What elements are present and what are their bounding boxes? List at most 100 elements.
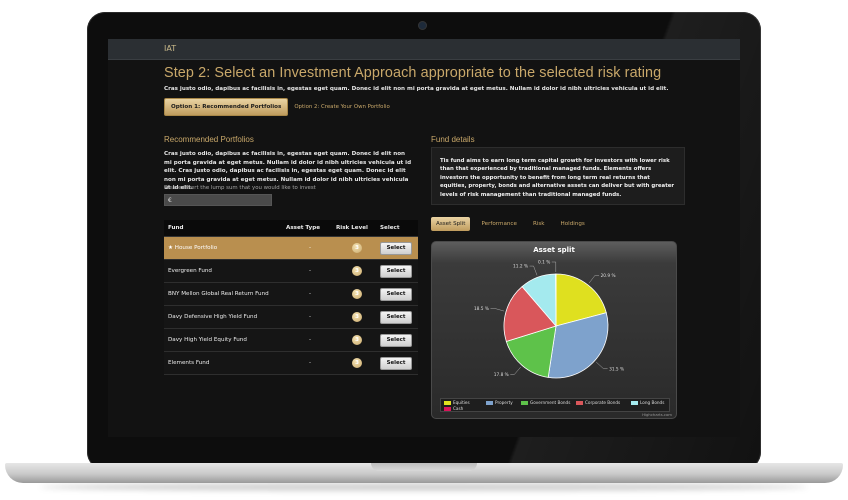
risk-level: 3 <box>335 328 379 352</box>
fund-details-text: Tis fund aims to earn long term capital … <box>440 158 675 198</box>
lump-sum-label: Please insert the lump sum that you woul… <box>164 185 316 191</box>
legend-item-long-bonds[interactable]: Long Bonds <box>631 400 664 405</box>
fund-name: Evergreen Fund <box>164 259 285 283</box>
pie-data-label: 20.9 % <box>601 273 616 279</box>
legend-swatch <box>521 400 528 405</box>
lump-sum-input[interactable]: € <box>164 194 272 206</box>
select-cell: Select <box>379 259 418 283</box>
asset-type: - <box>285 259 335 283</box>
select-button[interactable]: Select <box>380 333 412 347</box>
asset-type: - <box>285 328 335 352</box>
legend-item-corporate-bonds[interactable]: Corporate Bonds <box>576 400 620 405</box>
fund-name: Davy High Yield Equity Fund <box>164 328 285 352</box>
laptop-notch <box>371 463 477 471</box>
col-asset-type: Asset Type <box>285 220 335 237</box>
pie-slice-property[interactable] <box>547 312 609 379</box>
select-cell: Select <box>379 351 418 375</box>
legend-item-cash[interactable]: Cash <box>444 406 463 411</box>
laptop-shadow <box>40 483 808 491</box>
pie-data-label: 18.5 % <box>474 306 489 312</box>
currency-symbol: € <box>168 197 172 204</box>
risk-level: 3 <box>335 282 379 306</box>
intro-text: Cras justo odio, dapibus ac facilisis in… <box>164 86 669 92</box>
pie-data-label: 31.5 % <box>609 366 624 372</box>
camera-icon <box>418 21 427 30</box>
legend-label: Cash <box>453 406 464 411</box>
pie-data-label: 0.1 % <box>538 260 550 266</box>
tab-asset-split[interactable]: Asset Split <box>431 217 471 231</box>
legend-swatch <box>631 400 638 405</box>
pie-label-connector <box>529 265 538 276</box>
table-row[interactable]: Davy High Yield Equity Fund - 3 Select <box>164 328 418 352</box>
pie-label-connector <box>596 361 608 370</box>
recommended-text: Cras justo odio, dapibus ac facilisis in… <box>164 151 412 192</box>
legend-item-government-bonds[interactable]: Government Bonds <box>521 400 570 405</box>
select-button[interactable]: Select <box>380 310 412 324</box>
legend-label: Equities <box>453 400 470 405</box>
legend-swatch <box>486 400 493 405</box>
pie-slice-equities[interactable] <box>555 273 607 327</box>
chart-title: Asset split <box>533 246 575 254</box>
select-cell: Select <box>379 282 418 306</box>
legend-swatch <box>444 406 451 411</box>
risk-level: 3 <box>335 236 379 260</box>
legend-label: Long Bonds <box>640 400 665 405</box>
fund-name: Davy Defensive High Yield Fund <box>164 305 285 329</box>
select-button[interactable]: Select <box>380 356 412 370</box>
fund-name: Elements Fund <box>164 351 285 375</box>
asset-type: - <box>285 236 335 260</box>
pie-data-label: 17.8 % <box>494 372 509 378</box>
pie-label-connector <box>551 261 557 273</box>
table-row[interactable]: Elements Fund - 3 Select <box>164 351 418 375</box>
table-header-row: Fund Asset Type Risk Level Select <box>164 220 418 237</box>
col-select: Select <box>379 220 418 237</box>
fund-name: BNY Mellon Global Real Return Fund <box>164 282 285 306</box>
select-button[interactable]: Select <box>380 264 412 278</box>
select-cell: Select <box>379 236 418 260</box>
risk-level: 3 <box>335 305 379 329</box>
legend-item-property[interactable]: Property <box>486 400 513 405</box>
tab-holdings[interactable]: Holdings <box>560 221 585 227</box>
option2-link[interactable]: Option 2: Create Your Own Portfolio <box>294 104 390 110</box>
laptop-base <box>5 463 843 483</box>
fund-details-title: Fund details <box>431 135 475 144</box>
tab-performance[interactable]: Performance <box>481 221 517 227</box>
legend-item-equities[interactable]: Equities <box>444 400 470 405</box>
app-header: IAT <box>108 39 740 60</box>
asset-type: - <box>285 282 335 306</box>
app-title[interactable]: IAT <box>164 44 177 53</box>
table-row[interactable]: ★ House Portfolio - 3 Select <box>164 236 418 260</box>
pie-slice-corporate-bonds[interactable] <box>503 286 557 342</box>
risk-level-badge: 3 <box>352 312 362 322</box>
asset-type: - <box>285 305 335 329</box>
fund-details-box: Tis fund aims to earn long term capital … <box>431 147 685 205</box>
table-row[interactable]: Davy Defensive High Yield Fund - 3 Select <box>164 305 418 329</box>
table-row[interactable]: Evergreen Fund - 3 Select <box>164 259 418 283</box>
risk-level: 3 <box>335 351 379 375</box>
chart-credits[interactable]: Highcharts.com <box>642 412 672 417</box>
risk-level: 3 <box>335 259 379 283</box>
risk-level-badge: 3 <box>352 243 362 253</box>
legend-swatch <box>444 400 451 405</box>
pie-label-connector <box>490 308 505 312</box>
pie-data-label: 11.2 % <box>513 264 528 270</box>
option1-button[interactable]: Option 1: Recommended Portfolios <box>164 98 289 116</box>
chart-legend: Equities Property Government Bonds Corporat… <box>440 398 670 412</box>
col-fund: Fund <box>164 220 285 237</box>
pie-slice-government-bonds[interactable] <box>505 325 557 378</box>
fund-name: ★ House Portfolio <box>164 236 285 260</box>
page-title: Step 2: Select an Investment Approach ap… <box>164 65 662 81</box>
pie-label-connector <box>510 366 521 375</box>
risk-level-badge: 3 <box>352 266 362 276</box>
main-content: Step 2: Select an Investment Approach ap… <box>164 65 724 419</box>
recommended-title: Recommended Portfolios <box>164 135 254 144</box>
legend-label: Government Bonds <box>530 400 571 405</box>
risk-level-badge: 3 <box>352 358 362 368</box>
table-row[interactable]: BNY Mellon Global Real Return Fund - 3 Sele… <box>164 282 418 306</box>
legend-label: Corporate Bonds <box>585 400 621 405</box>
select-button[interactable]: Select <box>380 241 412 255</box>
tab-risk[interactable]: Risk <box>532 221 545 227</box>
select-cell: Select <box>379 305 418 329</box>
select-button[interactable]: Select <box>380 287 412 301</box>
legend-label: Property <box>495 400 513 405</box>
